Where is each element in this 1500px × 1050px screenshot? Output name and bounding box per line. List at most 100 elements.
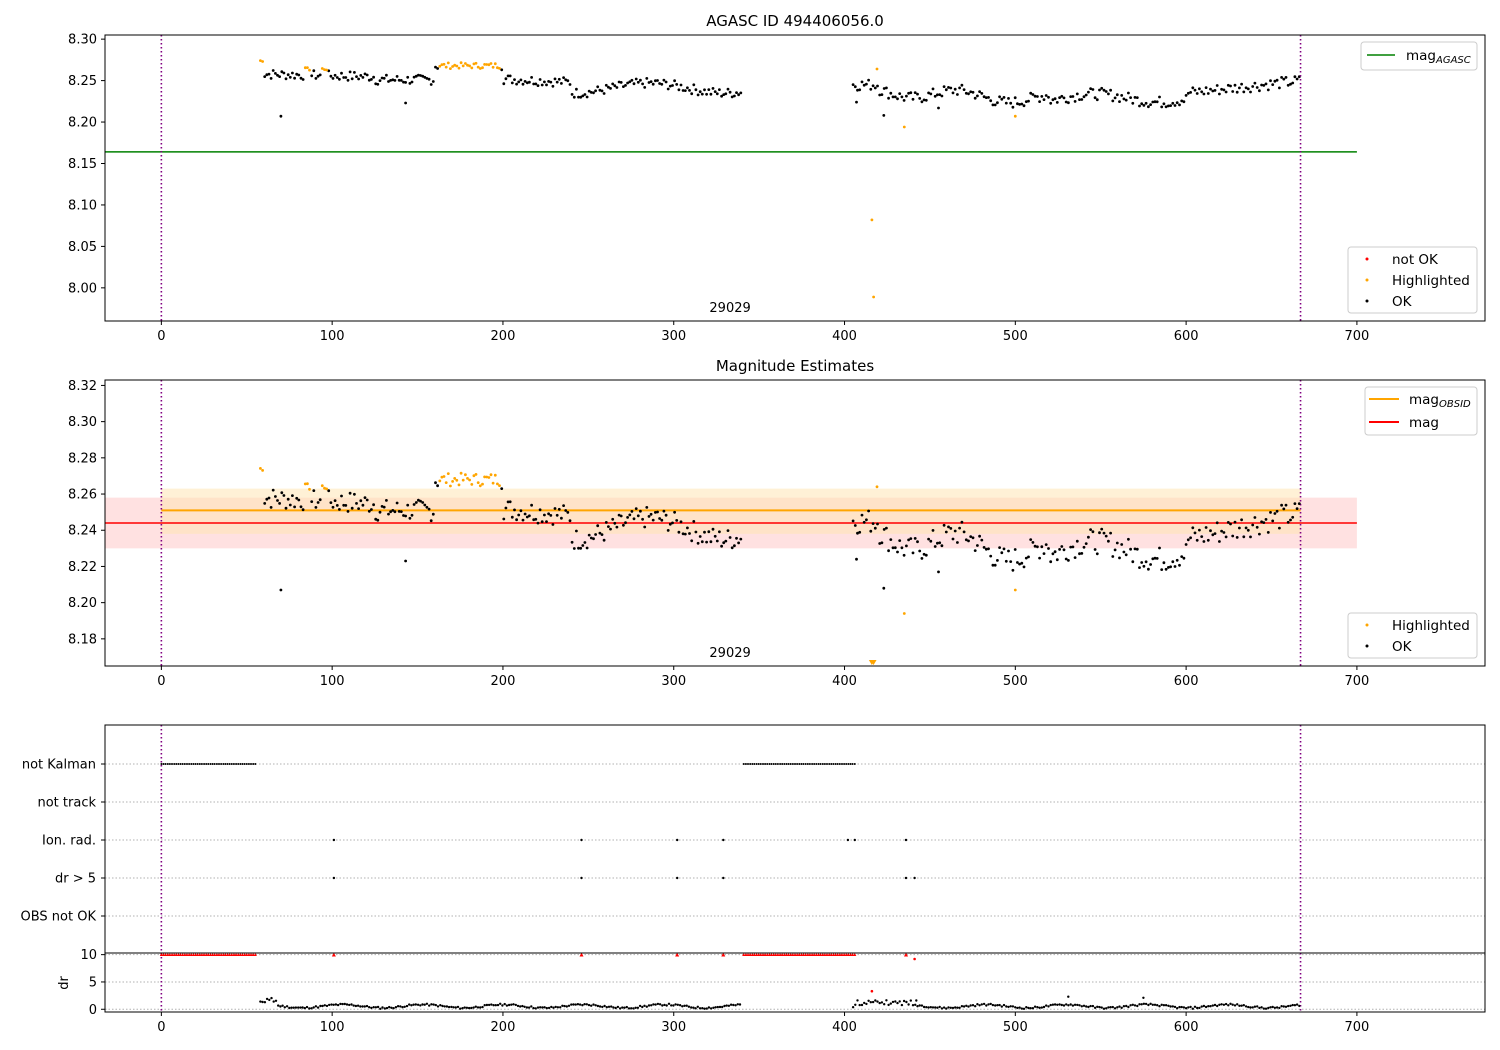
ok-point xyxy=(1142,564,1146,568)
dr-point xyxy=(1256,1005,1259,1008)
highlighted-point xyxy=(491,481,495,485)
ok-point xyxy=(658,517,661,520)
clipped-dr-marker xyxy=(851,953,855,957)
ok-point xyxy=(288,75,292,79)
dr-point xyxy=(445,1005,449,1008)
flag-point xyxy=(796,763,799,765)
flag-point xyxy=(228,763,231,765)
x-tick-label: 100 xyxy=(320,329,345,344)
dr-point xyxy=(974,1005,977,1008)
dr-point xyxy=(1060,1003,1064,1007)
ok-point xyxy=(1115,541,1119,545)
ok-point xyxy=(947,86,950,89)
clipped-dr-marker xyxy=(748,953,752,957)
ok-point xyxy=(528,80,531,84)
dr-point xyxy=(1207,1005,1210,1008)
ok-point xyxy=(1240,518,1243,522)
ok-point xyxy=(1100,527,1104,531)
x-tick-label: 200 xyxy=(491,674,516,689)
ok-point xyxy=(538,508,542,512)
ok-point xyxy=(998,95,1001,99)
ok-point xyxy=(1049,560,1053,564)
ok-point xyxy=(656,79,659,82)
ok-point xyxy=(1098,88,1101,92)
ok-point xyxy=(873,526,877,530)
ok-point xyxy=(1271,83,1275,86)
dr-point xyxy=(372,1006,375,1009)
dr-point xyxy=(1076,1003,1079,1007)
flag-point xyxy=(808,763,811,765)
ok-point xyxy=(1206,538,1210,542)
ok-point xyxy=(933,94,937,98)
panel-4-dr-points xyxy=(159,952,1301,1010)
dr-point xyxy=(1142,996,1145,999)
clipped-dr-marker xyxy=(746,953,750,957)
ok-point xyxy=(566,511,570,514)
dr-point xyxy=(1069,1003,1072,1006)
flag-point xyxy=(753,763,756,765)
dr-point xyxy=(1149,1002,1152,1005)
dr-point xyxy=(705,1007,708,1010)
ok-point xyxy=(853,524,857,527)
dr-point xyxy=(985,1004,988,1007)
legend-marker xyxy=(1365,623,1369,627)
ok-point xyxy=(679,83,683,87)
ok-point xyxy=(267,496,271,500)
ok-point xyxy=(357,77,360,81)
dr-point xyxy=(545,1006,548,1010)
ok-point xyxy=(536,521,540,525)
ok-point xyxy=(880,541,884,545)
dr-point xyxy=(443,1005,446,1008)
dr-point xyxy=(496,1003,500,1007)
dr-point xyxy=(907,1003,910,1006)
dr-point xyxy=(1029,1007,1032,1010)
x-tick-label: 0 xyxy=(157,1020,165,1035)
clipped-dr-marker xyxy=(164,953,168,957)
ok-point xyxy=(577,95,580,99)
y-tick-label: 8.18 xyxy=(68,632,97,647)
ok-point xyxy=(1162,561,1166,565)
ok-point xyxy=(301,508,305,512)
highlighted-point xyxy=(461,478,465,482)
dr-point xyxy=(454,1006,457,1009)
dr-point xyxy=(583,1003,586,1006)
clipped-dr-marker xyxy=(842,953,846,957)
ok-point xyxy=(871,522,875,525)
ok-point xyxy=(1200,535,1204,538)
dr-point xyxy=(643,1004,646,1007)
ok-point xyxy=(286,497,290,501)
ok-point xyxy=(1013,548,1017,551)
ok-point xyxy=(566,79,570,83)
ok-point xyxy=(1191,526,1195,530)
y-tick-label: 8.00 xyxy=(68,281,97,296)
panel-2-points xyxy=(259,467,1301,665)
dr-point xyxy=(1031,1007,1035,1010)
flag-point xyxy=(762,763,764,765)
ok-point xyxy=(508,74,512,78)
ok-point xyxy=(993,103,997,107)
dr-point xyxy=(1167,1004,1170,1007)
clipped-dr-marker xyxy=(814,953,818,957)
ok-point xyxy=(406,503,410,507)
dr-point xyxy=(978,1004,981,1007)
dr-point xyxy=(301,1006,304,1009)
ok-point xyxy=(634,507,638,510)
clipped-dr-marker xyxy=(228,953,232,957)
dr-point xyxy=(374,1006,378,1009)
dr-point xyxy=(305,1005,309,1009)
ok-point xyxy=(1266,531,1270,534)
dr-point xyxy=(951,1006,955,1010)
highlighted-point xyxy=(261,60,264,63)
ok-point xyxy=(577,546,580,550)
clipped-dr-marker xyxy=(829,953,833,957)
dr-point xyxy=(578,1003,582,1006)
x-tick-label: 400 xyxy=(832,329,857,344)
dr-point xyxy=(1102,1007,1106,1010)
ok-point xyxy=(387,80,390,83)
clipped-dr-marker xyxy=(772,953,776,957)
dr-point xyxy=(421,1003,424,1006)
clipped-dr-marker xyxy=(819,953,823,957)
ok-point xyxy=(619,514,623,518)
dr-point xyxy=(361,1005,364,1008)
ok-point xyxy=(690,92,694,96)
